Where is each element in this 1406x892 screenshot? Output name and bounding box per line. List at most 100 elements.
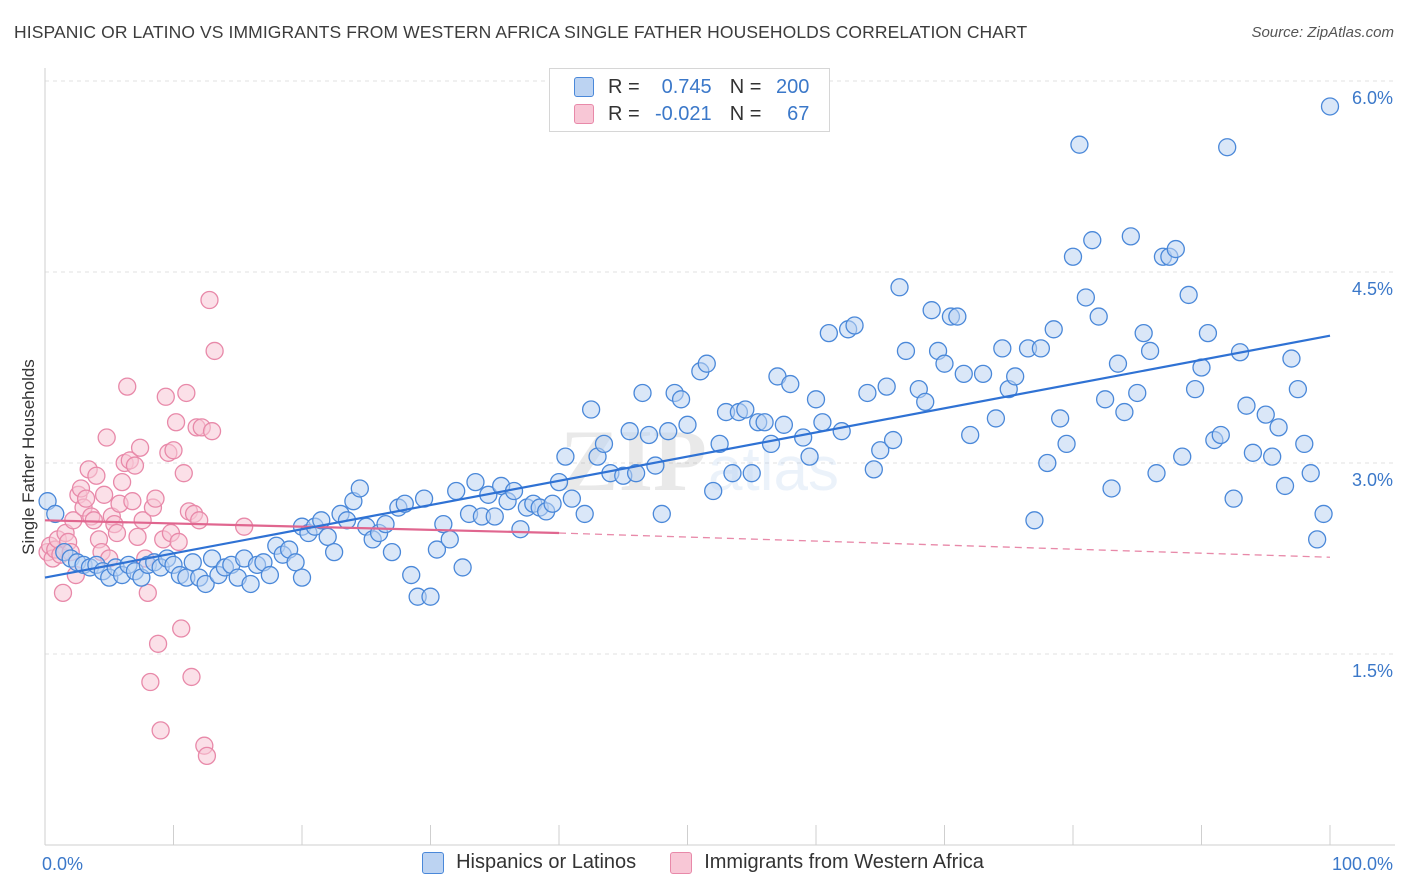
- data-point-hispanics: [466, 472, 485, 492]
- data-point-hispanics: [241, 574, 260, 594]
- data-point-western-africa: [118, 377, 137, 396]
- data-point-western-africa: [197, 746, 217, 766]
- data-point-hispanics: [845, 316, 864, 335]
- data-point-hispanics: [1102, 479, 1121, 498]
- data-point-hispanics: [858, 383, 877, 403]
- legend-n-label: N =: [729, 102, 762, 125]
- data-point-hispanics: [954, 364, 973, 384]
- data-point-hispanics: [800, 447, 819, 466]
- data-point-western-africa: [130, 438, 150, 457]
- data-point-western-africa: [112, 472, 132, 492]
- data-point-hispanics: [1140, 341, 1160, 361]
- data-point-western-africa: [235, 517, 254, 536]
- data-point-hispanics: [993, 339, 1012, 358]
- data-point-western-africa: [174, 464, 193, 483]
- data-point-hispanics: [877, 377, 896, 396]
- tick-labels: 1.5% 3.0% 4.5% 6.0% 0.0% 100.0%: [42, 88, 1393, 874]
- data-point-hispanics: [1025, 511, 1044, 530]
- data-point-hispanics: [819, 323, 838, 343]
- data-point-hispanics: [659, 422, 678, 441]
- legend-swatch-western-africa: [670, 851, 693, 874]
- data-point-western-africa: [53, 583, 73, 603]
- data-point-hispanics: [761, 434, 781, 454]
- data-point-hispanics: [453, 558, 472, 577]
- legend-item-western-africa: Immigrants from Western Africa: [670, 851, 984, 874]
- data-point-hispanics: [678, 415, 697, 434]
- data-point-hispanics: [806, 390, 826, 409]
- data-point-hispanics: [434, 514, 453, 534]
- legend-label-western-africa: Immigrants from Western Africa: [704, 851, 984, 873]
- data-point-western-africa: [141, 672, 160, 692]
- data-point-western-africa: [125, 456, 145, 475]
- x-tick-label: 0.0%: [42, 854, 83, 874]
- data-point-hispanics: [864, 460, 883, 479]
- legend-r-value: -0.021: [654, 102, 712, 125]
- data-point-hispanics: [652, 504, 671, 524]
- legend-row-blue: R = 0.745 N = 200: [574, 75, 809, 99]
- data-point-western-africa: [190, 511, 209, 530]
- data-point-hispanics: [671, 390, 691, 409]
- data-point-hispanics: [556, 447, 575, 466]
- legend-item-hispanics: Hispanics or Latinos: [422, 851, 636, 874]
- legend-r-label: R =: [608, 75, 640, 98]
- data-point-hispanics: [1006, 367, 1025, 386]
- legend-n-value: 200: [776, 75, 810, 98]
- data-point-hispanics: [402, 565, 421, 585]
- data-point-hispanics: [639, 425, 659, 445]
- data-point-hispanics: [781, 374, 800, 394]
- y-tick-label: 1.5%: [1352, 661, 1393, 681]
- data-point-hispanics: [292, 568, 312, 587]
- data-point-western-africa: [177, 383, 196, 403]
- legend-swatch-blue: [574, 77, 594, 97]
- data-point-hispanics: [1179, 285, 1198, 305]
- data-point-western-africa: [182, 667, 201, 687]
- data-point-hispanics: [1115, 402, 1134, 422]
- axes: [44, 68, 1395, 846]
- data-point-hispanics: [376, 514, 395, 534]
- data-point-western-africa: [169, 532, 188, 552]
- data-point-hispanics: [1314, 504, 1333, 524]
- data-point-hispanics: [697, 354, 716, 373]
- data-point-hispanics: [832, 422, 851, 441]
- data-point-hispanics: [935, 354, 954, 373]
- data-point-hispanics: [1089, 307, 1108, 326]
- data-point-western-africa: [200, 290, 219, 310]
- data-point-hispanics: [723, 464, 742, 483]
- data-point-hispanics: [485, 507, 504, 526]
- data-point-hispanics: [948, 307, 967, 326]
- data-point-hispanics: [286, 553, 305, 572]
- data-point-hispanics: [922, 301, 941, 320]
- data-point-hispanics: [202, 549, 222, 568]
- data-point-western-africa: [133, 511, 152, 530]
- data-point-hispanics: [890, 278, 909, 297]
- legend-label-hispanics: Hispanics or Latinos: [456, 851, 637, 873]
- data-point-hispanics: [1295, 434, 1314, 454]
- data-point-hispanics: [633, 383, 652, 403]
- data-point-hispanics: [46, 504, 65, 524]
- y-tick-label: 4.5%: [1352, 279, 1393, 299]
- data-point-western-africa: [138, 583, 157, 603]
- data-point-hispanics: [511, 520, 530, 539]
- data-point-hispanics: [1076, 288, 1095, 307]
- data-point-hispanics: [562, 489, 581, 508]
- legend-r-label: R =: [608, 102, 640, 125]
- data-point-hispanics: [1243, 443, 1263, 462]
- legend-r-value: 0.745: [661, 75, 712, 98]
- data-point-hispanics: [1224, 489, 1243, 508]
- data-point-hispanics: [871, 441, 890, 460]
- data-point-hispanics: [742, 464, 761, 483]
- data-point-hispanics: [883, 430, 903, 450]
- data-point-hispanics: [1211, 425, 1230, 445]
- data-point-hispanics: [916, 392, 935, 412]
- y-tick-label: 3.0%: [1352, 470, 1393, 490]
- data-point-hispanics: [973, 364, 993, 384]
- data-point-western-africa: [94, 485, 114, 504]
- data-point-hispanics: [427, 540, 447, 559]
- data-point-hispanics: [1134, 323, 1153, 343]
- data-point-hispanics: [1128, 383, 1147, 403]
- data-point-hispanics: [1031, 339, 1051, 358]
- data-point-hispanics: [1218, 138, 1237, 157]
- trend-lines: [44, 334, 1331, 579]
- data-point-western-africa: [164, 441, 183, 460]
- data-point-hispanics: [543, 494, 562, 513]
